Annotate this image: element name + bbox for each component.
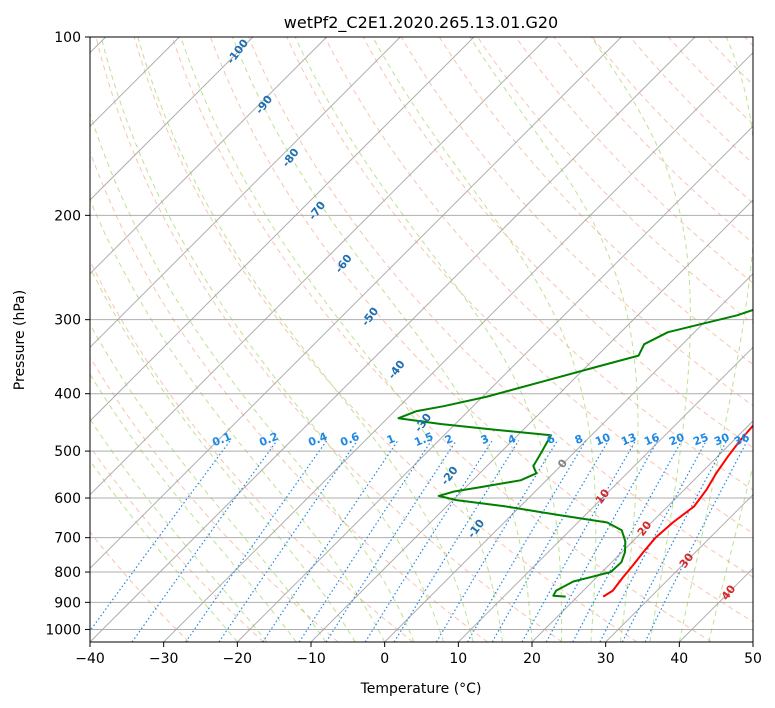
x-axis-title: Temperature (°C): [360, 681, 482, 697]
mixing-ratio-line: [491, 440, 609, 642]
mixing-ratio-line: [298, 440, 432, 642]
x-tick-label: 0: [380, 651, 389, 667]
dry-adiabat-line: [438, 37, 753, 365]
dry-adiabat-line: [400, 37, 753, 407]
isotherm-line: [457, 346, 753, 642]
mixing-ratio-label: 1: [385, 432, 397, 447]
dry-adiabat-line: [133, 37, 638, 642]
moist-adiabat-line: [590, 37, 691, 642]
y-tick-label: 500: [54, 444, 81, 460]
isotherm-line: [90, 37, 475, 422]
dry-adiabat-line: [286, 37, 753, 534]
isotherm-line: [90, 37, 328, 275]
mixing-ratio-line: [466, 440, 587, 642]
mixing-ratio-label: 30: [712, 431, 731, 449]
x-tick-label: 10: [449, 651, 467, 667]
axes: −40 −30 −20 −10 0 10 20 30 40 50 100 200 300 400 500 60…: [45, 30, 762, 667]
background-lines: [90, 37, 753, 642]
dry-adiabat-line: [95, 37, 563, 642]
isotherm-line: [384, 272, 753, 642]
dry-adiabat-line: [248, 37, 753, 578]
moist-adiabat-line: [90, 198, 386, 642]
moist-adiabat-line: [231, 37, 533, 642]
mixing-ratio-line: [185, 440, 328, 642]
mixing-ratio-line: [90, 440, 231, 632]
moist-adiabat-line: [90, 266, 356, 642]
moist-adiabat-line: [137, 37, 474, 642]
x-tick-label: −10: [296, 651, 326, 667]
x-tick-label: 40: [670, 651, 688, 667]
mixing-ratio-line: [262, 440, 399, 642]
moist-adiabat-line: [372, 37, 597, 642]
y-tick-label: 700: [54, 531, 81, 547]
moist-adiabat-line: [469, 37, 639, 642]
x-tick-label: 50: [744, 651, 762, 667]
mixing-ratio-label: 3: [479, 432, 491, 447]
isotherm-line: [310, 199, 753, 642]
dry-adiabat-line: [90, 531, 190, 642]
mixing-ratio-line: [644, 440, 748, 642]
mixing-ratio-line: [393, 440, 520, 642]
x-tick-label: −30: [149, 651, 179, 667]
profile-lines: [397, 308, 753, 598]
mixing-ratio-line: [435, 440, 558, 642]
mixing-ratio-label: 25: [691, 431, 710, 449]
y-tick-label: 200: [54, 208, 81, 224]
chart-title: wetPf2_C2E1.2020.265.13.01.G20: [284, 13, 558, 33]
mixing-ratio-label: 20: [667, 431, 686, 449]
isotherm-line: [90, 37, 696, 642]
y-tick-label: 900: [54, 595, 81, 611]
mixing-ratio-line: [131, 440, 278, 642]
y-tick-label: 400: [54, 387, 81, 403]
y-tick-label: 300: [54, 313, 81, 329]
dry-adiabat-line: [90, 259, 414, 642]
mixing-ratio-label: 8: [573, 432, 585, 447]
moist-adiabat-line: [90, 111, 415, 642]
y-tick-label: 100: [54, 30, 81, 46]
mixing-ratio-label: 13: [619, 431, 638, 449]
mixing-ratio-line: [218, 440, 358, 642]
isotherm-line: [236, 125, 753, 642]
isotherm-line: [531, 420, 753, 642]
isotherm-line: [90, 37, 254, 201]
mixing-ratio-label: 2: [443, 432, 455, 447]
isotherm-line: [90, 37, 549, 496]
mixing-ratio-line: [621, 440, 728, 642]
temperature-profile-line: [602, 424, 753, 598]
isotherm-line: [90, 37, 622, 570]
x-tick-label: −20: [223, 651, 253, 667]
mixing-ratio-label: 16: [642, 431, 661, 449]
x-tick-label: 20: [523, 651, 541, 667]
mixing-ratio-label: 10: [593, 431, 612, 449]
dewpoint-profile-line: [397, 308, 753, 598]
dry-adiabat-line: [324, 37, 753, 491]
moist-adiabat-line: [90, 459, 238, 642]
moist-adiabat-line: [294, 37, 563, 642]
plot-frame: [89, 36, 754, 643]
y-tick-label: 800: [54, 565, 81, 581]
mixing-ratio-label: 36: [732, 431, 751, 449]
x-tick-label: −40: [75, 651, 105, 667]
mixing-ratio-line: [521, 440, 637, 642]
moist-adiabat-line: [100, 37, 445, 642]
y-axis-title: Pressure (hPa): [12, 290, 28, 390]
y-tick-label: 600: [54, 491, 81, 507]
moist-adiabat-line: [90, 418, 268, 642]
x-tick-label: 30: [597, 651, 615, 667]
dry-adiabat-line: [90, 356, 339, 642]
y-tick-label: 1000: [45, 622, 81, 638]
isotherm-line: [90, 37, 401, 349]
isotherm-line: [163, 51, 753, 642]
isotherm-line: [605, 493, 753, 642]
moist-adiabat-line: [180, 37, 503, 642]
